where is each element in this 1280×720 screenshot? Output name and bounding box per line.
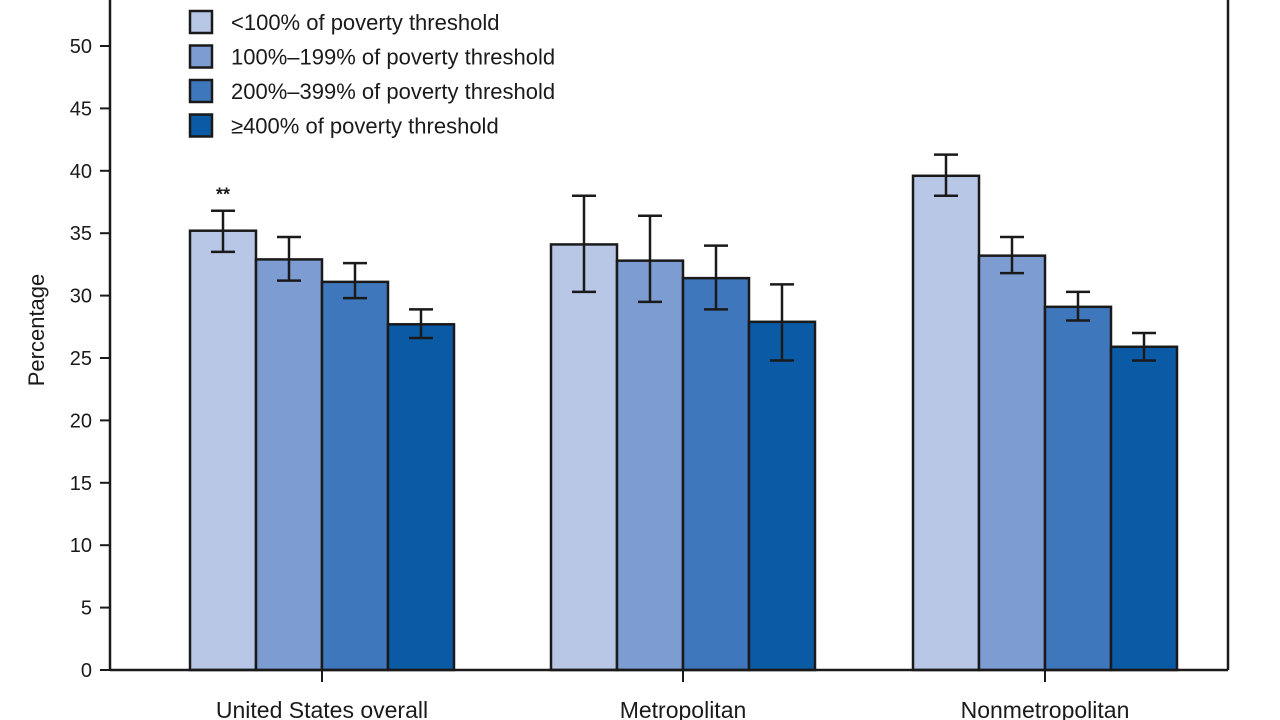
bar — [1043, 305, 1113, 672]
y-axis: 0 5 10 15 20 25 30 35 40 45 50 — [70, 0, 1230, 682]
legend-label: <100% of poverty threshold — [231, 10, 499, 35]
error-bar — [409, 308, 433, 340]
error-bar — [1132, 331, 1156, 362]
legend-swatch — [188, 113, 214, 138]
legend-swatch — [188, 78, 214, 104]
y-tick-label: 25 — [70, 348, 92, 370]
legend: <100% of poverty threshold 100%–199% of p… — [188, 9, 555, 139]
legend-label: 200%–399% of poverty threshold — [231, 79, 555, 104]
bar — [188, 229, 258, 672]
error-bar — [277, 235, 301, 282]
y-tick-label: 40 — [70, 161, 92, 183]
y-tick-label: 0 — [81, 660, 92, 682]
y-tick-label: 20 — [70, 410, 92, 432]
x-axis: United States overall Metropolitan Nonmetr… — [110, 668, 1228, 720]
x-category-label: Metropolitan — [620, 697, 747, 720]
x-category-label: United States overall — [216, 697, 428, 720]
bar — [747, 320, 817, 672]
error-bar — [770, 283, 794, 362]
y-tick-label: 15 — [70, 473, 92, 495]
y-axis-title: Percentage — [24, 274, 49, 387]
bar — [911, 174, 981, 672]
legend-item: 100%–199% of poverty threshold — [188, 44, 555, 70]
bar — [681, 276, 751, 672]
plot-area: ** — [188, 153, 1179, 672]
bar — [386, 323, 456, 672]
y-tick-label: 45 — [70, 98, 92, 120]
error-bar — [1000, 235, 1024, 275]
legend-item: 200%–399% of poverty threshold — [188, 78, 555, 104]
legend-label: ≥400% of poverty threshold — [231, 114, 499, 139]
legend-item: <100% of poverty threshold — [188, 9, 499, 35]
error-bar — [934, 153, 958, 198]
error-bar — [704, 244, 728, 311]
legend-swatch — [188, 9, 214, 35]
error-bar — [638, 214, 662, 304]
bar — [254, 258, 324, 672]
legend-label: 100%–199% of poverty threshold — [231, 45, 555, 70]
bar — [1109, 345, 1179, 672]
bar — [549, 243, 619, 672]
bar — [320, 280, 390, 672]
bar — [615, 259, 685, 672]
significance-annotation: ** — [216, 185, 230, 205]
y-tick-label: 50 — [70, 36, 92, 58]
y-tick-label: 5 — [81, 598, 92, 620]
y-tick-label: 10 — [70, 535, 92, 557]
bar — [977, 254, 1047, 672]
legend-item: ≥400% of poverty threshold — [188, 113, 499, 139]
y-tick-label: 35 — [70, 223, 92, 245]
error-bar — [1066, 290, 1090, 322]
x-category-label: Nonmetropolitan — [961, 697, 1130, 720]
y-tick-label: 30 — [70, 286, 92, 308]
error-bar — [343, 261, 367, 300]
error-bar — [572, 194, 596, 294]
legend-swatch — [188, 44, 214, 69]
error-bar — [211, 209, 235, 254]
